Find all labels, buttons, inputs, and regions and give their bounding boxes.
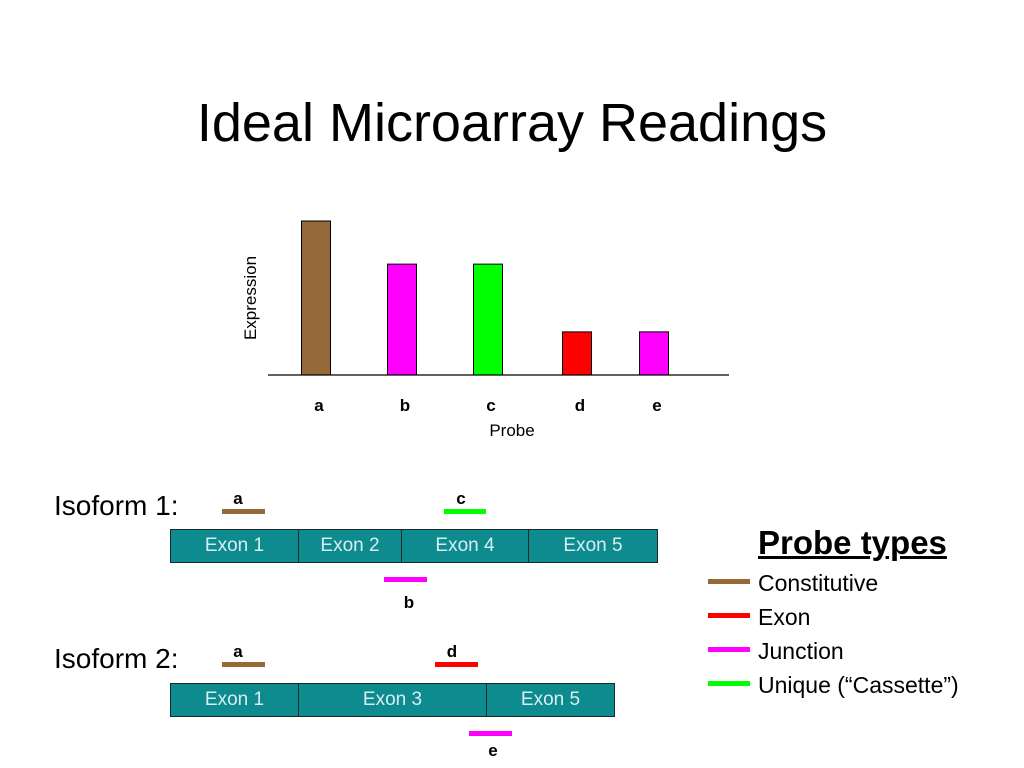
bar-a	[301, 220, 331, 376]
x-tick-a: a	[314, 396, 324, 415]
bar-e	[639, 331, 669, 376]
legend-swatch-exon	[708, 613, 750, 618]
isoform-1-exon-track: Exon 1 Exon 2 Exon 4 Exon 5	[170, 529, 658, 563]
isoform-2-exon-1: Exon 1	[170, 683, 299, 717]
legend-swatch-constitutive	[708, 579, 750, 584]
chart-tick-labels: a b c d e	[314, 396, 661, 415]
isoform-2-probe-d	[435, 662, 478, 667]
isoform-1-probe-b-label: b	[403, 593, 415, 612]
isoform-1-exon-2: Exon 2	[299, 529, 402, 563]
legend-label-junction: Junction	[758, 638, 844, 664]
isoform-2-probe-a	[222, 662, 265, 667]
isoform-1-exon-1: Exon 1	[170, 529, 299, 563]
isoform-2-exon-3: Exon 3	[299, 683, 487, 717]
isoform-1-probe-b	[384, 577, 427, 582]
page-title: Ideal Microarray Readings	[196, 93, 828, 153]
isoform-1-probe-c	[444, 509, 486, 514]
isoform-2-label: Isoform 2:	[54, 643, 179, 674]
isoform-1-probe-a	[222, 509, 265, 514]
chart-bars	[301, 220, 669, 376]
legend-swatch-junction	[708, 647, 750, 652]
x-tick-b: b	[400, 396, 410, 415]
isoform-2-probe-e	[469, 731, 512, 736]
legend-label-exon: Exon	[758, 604, 811, 630]
bar-c	[473, 263, 503, 376]
isoform-1-exon-5: Exon 5	[529, 529, 658, 563]
x-tick-d: d	[575, 396, 585, 415]
isoform-1-exon-4: Exon 4	[402, 529, 529, 563]
legend-swatch-unique	[708, 681, 750, 686]
isoform-2-probe-a-label: a	[233, 642, 243, 661]
isoform-2-exon-track: Exon 1 Exon 3 Exon 5	[170, 683, 615, 717]
isoform-1-probe-a-label: a	[233, 489, 243, 508]
bar-d	[562, 331, 592, 376]
isoform-2-probe-e-label: e	[488, 741, 498, 760]
legend-label-unique: Unique (“Cassette”)	[758, 672, 959, 698]
legend-title: Probe types	[758, 524, 947, 561]
x-axis-label: Probe	[489, 421, 534, 440]
isoform-2-exon-5: Exon 5	[487, 683, 615, 717]
isoform-1-label: Isoform 1:	[54, 490, 179, 521]
isoform-1-probe-c-label: c	[456, 489, 466, 508]
bar-b	[387, 263, 417, 376]
x-tick-c: c	[486, 396, 495, 415]
legend-label-constitutive: Constitutive	[758, 570, 879, 596]
y-axis-label: Expression	[241, 256, 260, 340]
x-tick-e: e	[652, 396, 661, 415]
isoform-2-probe-d-label: d	[446, 642, 458, 661]
